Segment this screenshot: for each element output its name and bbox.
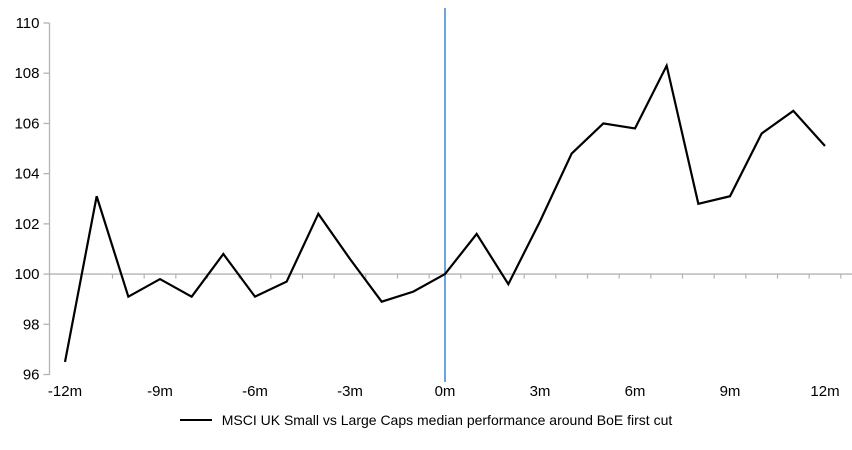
y-tick-label: 100 <box>14 266 39 283</box>
y-tick-label: 96 <box>23 367 40 384</box>
y-tick-label: 98 <box>23 316 40 333</box>
y-tick-label: 110 <box>16 15 40 32</box>
x-tick-label: -12m <box>48 383 82 400</box>
series-line <box>63 62 826 363</box>
y-tick-label: 104 <box>14 166 39 183</box>
x-tick-label: 6m <box>625 383 646 400</box>
x-tick-label: 12m <box>810 383 839 400</box>
legend-line-swatch <box>179 419 212 421</box>
x-tick-label: 3m <box>530 383 551 400</box>
x-tick-label: 0m <box>435 383 456 400</box>
x-tick-label: -9m <box>147 383 173 400</box>
x-tick-label: -6m <box>242 383 268 400</box>
y-tick-label: 106 <box>14 115 39 132</box>
x-tick-label: -3m <box>337 383 363 400</box>
legend-label: MSCI UK Small vs Large Caps median perfo… <box>221 412 673 428</box>
y-tick-label: 102 <box>14 216 39 233</box>
y-tick-label: 108 <box>14 65 39 82</box>
x-tick-label: 9m <box>720 383 741 400</box>
line-chart-plot-area: 96 98 100 102 104 106 108 110 -12m -9m -6m -3m 0m 3m 6… <box>14 8 852 400</box>
legend: MSCI UK Small vs Large Caps median perfo… <box>0 412 852 428</box>
